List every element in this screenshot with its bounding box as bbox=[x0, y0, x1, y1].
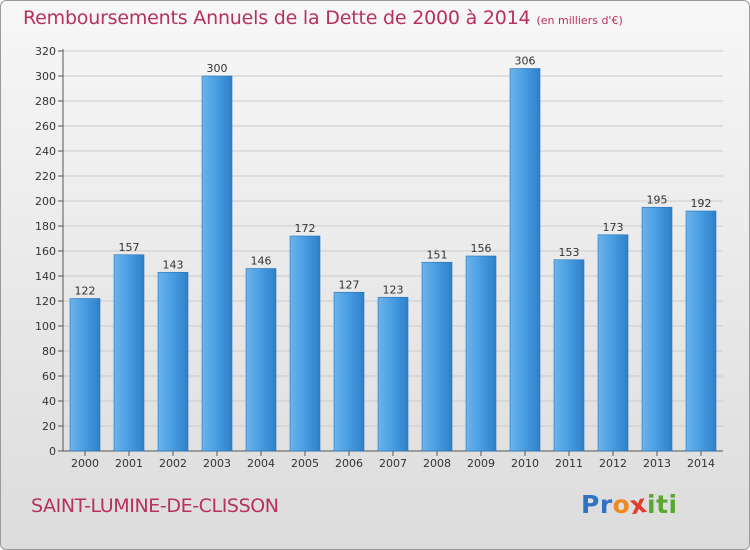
y-tick-label: 320 bbox=[35, 45, 56, 58]
chart-title-text: Remboursements Annuels de la Dette de 20… bbox=[23, 7, 531, 29]
data-label-2008: 151 bbox=[427, 248, 448, 261]
bar-2011 bbox=[553, 259, 585, 452]
y-tick-label: 40 bbox=[42, 395, 56, 408]
bars bbox=[69, 68, 717, 452]
x-tick-label-2012: 2012 bbox=[599, 457, 627, 470]
bar-2005 bbox=[289, 235, 321, 452]
x-tick-label-2014: 2014 bbox=[687, 457, 715, 470]
bar-2006 bbox=[333, 291, 365, 452]
x-tick-label-2006: 2006 bbox=[335, 457, 363, 470]
x-tick-label-2008: 2008 bbox=[423, 457, 451, 470]
y-tick-label: 300 bbox=[35, 70, 56, 83]
x-tick-label-2010: 2010 bbox=[511, 457, 539, 470]
proxiti-logo: Proxiti bbox=[581, 489, 678, 520]
y-tick-label: 280 bbox=[35, 95, 56, 108]
data-label-2014: 192 bbox=[691, 197, 712, 210]
data-label-2004: 146 bbox=[251, 255, 272, 268]
logo-letter: o bbox=[612, 490, 631, 519]
bar-2013 bbox=[641, 206, 673, 452]
x-tick-label-2005: 2005 bbox=[291, 457, 319, 470]
x-tick-label-2013: 2013 bbox=[643, 457, 671, 470]
y-tick-label: 20 bbox=[42, 420, 56, 433]
data-label-2005: 172 bbox=[295, 222, 316, 235]
y-tick-label: 200 bbox=[35, 195, 56, 208]
data-label-2010: 306 bbox=[515, 55, 536, 68]
x-tick-label-2002: 2002 bbox=[159, 457, 187, 470]
bar-2014 bbox=[685, 210, 717, 452]
tick-labels: 0 20 40 60 80 100 120 140 160 180 200 220 240 260 280 3… bbox=[35, 45, 715, 470]
data-label-2006: 127 bbox=[339, 278, 360, 291]
y-tick-label: 240 bbox=[35, 145, 56, 158]
data-label-2003: 300 bbox=[207, 62, 228, 75]
logo-letter: i bbox=[668, 490, 678, 519]
y-tick-label: 80 bbox=[42, 345, 56, 358]
y-tick-label: 120 bbox=[35, 295, 56, 308]
x-tick-label-2004: 2004 bbox=[247, 457, 275, 470]
bar-2008 bbox=[421, 261, 453, 452]
data-label-2013: 195 bbox=[647, 193, 668, 206]
x-tick-label-2007: 2007 bbox=[379, 457, 407, 470]
y-tick-label: 160 bbox=[35, 245, 56, 258]
logo-letter: P bbox=[581, 490, 600, 519]
x-tick-label-2011: 2011 bbox=[555, 457, 583, 470]
y-tick-label: 260 bbox=[35, 120, 56, 133]
bar-2001 bbox=[113, 254, 145, 452]
chart-unit-note: (en milliers d'€) bbox=[536, 14, 623, 27]
data-label-2002: 143 bbox=[163, 258, 184, 271]
data-label-2001: 157 bbox=[119, 241, 140, 254]
logo-letter: i bbox=[647, 490, 657, 519]
data-label-2011: 153 bbox=[559, 246, 580, 259]
y-tick-label: 140 bbox=[35, 270, 56, 283]
data-label-2012: 173 bbox=[603, 221, 624, 234]
x-tick-label-2001: 2001 bbox=[115, 457, 143, 470]
y-tick-label: 60 bbox=[42, 370, 56, 383]
logo-letter: r bbox=[599, 490, 613, 519]
data-label-2007: 123 bbox=[383, 283, 404, 296]
x-tick-label-2003: 2003 bbox=[203, 457, 231, 470]
data-label-2000: 122 bbox=[75, 285, 96, 298]
logo-letter: t bbox=[656, 490, 669, 519]
bar-2009 bbox=[465, 255, 497, 452]
chart-title: Remboursements Annuels de la Dette de 20… bbox=[23, 7, 623, 29]
bar-2010 bbox=[509, 68, 541, 452]
x-tick-label-2000: 2000 bbox=[71, 457, 99, 470]
bar-2000 bbox=[69, 298, 101, 452]
y-tick-label: 100 bbox=[35, 320, 56, 333]
commune-name: SAINT-LUMINE-DE-CLISSON bbox=[31, 495, 279, 517]
bar-2007 bbox=[377, 296, 409, 452]
data-label-2009: 156 bbox=[471, 242, 492, 255]
bar-2012 bbox=[597, 234, 629, 452]
x-tick-label-2009: 2009 bbox=[467, 457, 495, 470]
data-labels: 122 157 143 300 146 172 127 123 151 156 306 153 173 1… bbox=[75, 55, 712, 298]
y-tick-label: 180 bbox=[35, 220, 56, 233]
bar-2002 bbox=[157, 271, 189, 452]
bar-2004 bbox=[245, 268, 277, 452]
bar-2003 bbox=[201, 75, 233, 452]
y-tick-label: 220 bbox=[35, 170, 56, 183]
y-tick-label: 0 bbox=[49, 445, 56, 458]
